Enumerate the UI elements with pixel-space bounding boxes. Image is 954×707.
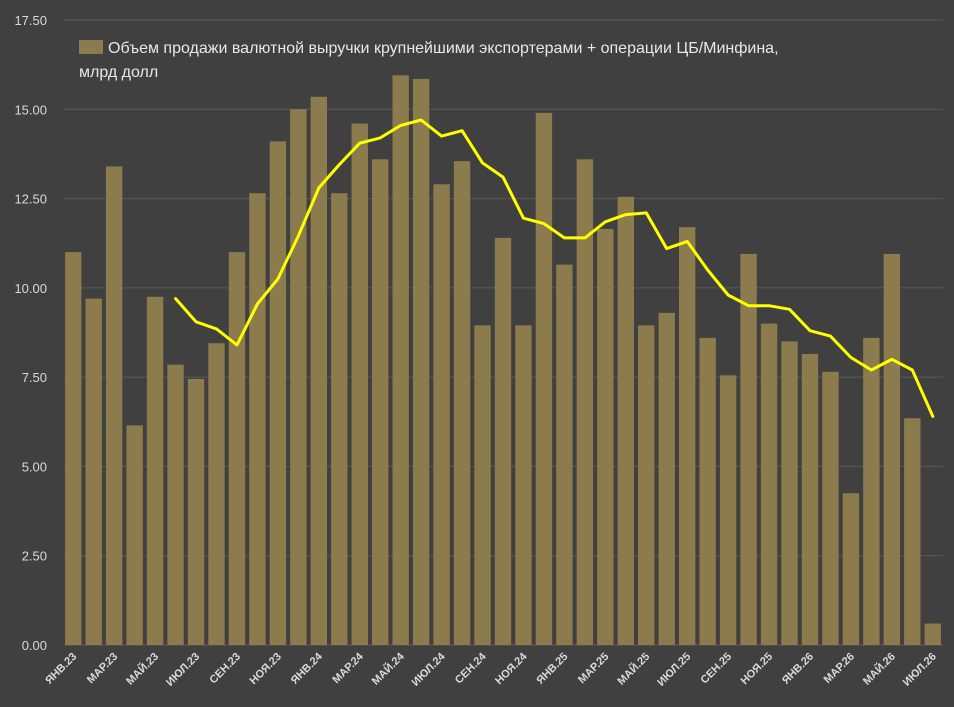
bar bbox=[331, 193, 348, 645]
moving-average-line bbox=[174, 118, 935, 418]
x-tick-label: МАР.26 bbox=[822, 651, 857, 686]
y-axis-ticks: 0.00 2.50 5.00 7.50 10.00 12.50 15.00 17.50 bbox=[14, 13, 47, 653]
bar bbox=[863, 337, 880, 645]
bar bbox=[228, 252, 246, 645]
legend-label-line2: млрд долл bbox=[79, 64, 158, 81]
x-tick-label: ИЮЛ.25 bbox=[655, 651, 693, 689]
bar bbox=[310, 96, 327, 646]
x-tick-label: ЯНВ.25 bbox=[534, 651, 570, 687]
y-tick-label: 12.50 bbox=[14, 192, 47, 207]
bar bbox=[126, 425, 143, 645]
y-tick-label: 17.50 bbox=[14, 13, 47, 28]
bar bbox=[249, 193, 266, 645]
x-tick-label: МАЙ.23 bbox=[124, 650, 162, 688]
bar bbox=[760, 323, 778, 645]
bar bbox=[535, 112, 553, 646]
x-tick-label: НОЯ.24 bbox=[493, 650, 530, 687]
x-tick-label: ИЮЛ.26 bbox=[901, 651, 939, 689]
y-tick-label: 2.50 bbox=[22, 549, 47, 564]
bar bbox=[924, 623, 941, 645]
bar bbox=[269, 141, 287, 645]
bar bbox=[290, 109, 307, 646]
bar bbox=[658, 312, 675, 645]
bar bbox=[597, 228, 614, 645]
legend-label-line1: Объем продажи валютной выручки крупнейши… bbox=[108, 40, 779, 57]
bar bbox=[719, 375, 737, 645]
bar bbox=[822, 371, 839, 645]
x-tick-label: ЯНВ.26 bbox=[780, 651, 816, 687]
bar bbox=[372, 159, 389, 646]
bar bbox=[904, 418, 921, 645]
x-tick-label: МАР.23 bbox=[85, 651, 120, 686]
bar bbox=[187, 378, 205, 645]
bar bbox=[146, 296, 164, 645]
x-tick-label: ИЮЛ.23 bbox=[164, 651, 202, 689]
bar bbox=[105, 166, 123, 645]
line-series bbox=[174, 118, 935, 418]
bar bbox=[453, 161, 471, 646]
bar bbox=[65, 252, 82, 645]
x-tick-label: МАЙ.26 bbox=[860, 650, 898, 688]
bar bbox=[781, 341, 798, 645]
x-tick-label: МАЙ.24 bbox=[369, 649, 407, 687]
bar bbox=[740, 253, 757, 645]
bar bbox=[842, 493, 860, 645]
bar bbox=[699, 337, 716, 645]
bar bbox=[85, 298, 102, 645]
x-tick-label: МАЙ.25 bbox=[615, 650, 653, 688]
bar bbox=[679, 227, 696, 645]
bar bbox=[412, 78, 430, 645]
y-tick-label: 0.00 bbox=[22, 638, 47, 653]
y-tick-label: 5.00 bbox=[22, 459, 47, 474]
x-tick-label: ЯНВ.23 bbox=[43, 651, 79, 687]
bar bbox=[638, 325, 655, 645]
x-tick-label: МАР.24 bbox=[330, 650, 366, 686]
bar bbox=[208, 343, 225, 645]
x-tick-label: МАР.25 bbox=[576, 651, 611, 686]
x-tick-label: ЯНВ.24 bbox=[289, 650, 326, 687]
legend-swatch bbox=[79, 40, 103, 54]
bar bbox=[883, 253, 901, 645]
bar bbox=[556, 264, 573, 645]
bar bbox=[617, 196, 634, 646]
legend: Объем продажи валютной выручки крупнейши… bbox=[79, 40, 779, 81]
bar bbox=[167, 364, 184, 645]
y-tick-label: 10.00 bbox=[14, 281, 47, 296]
bar bbox=[392, 75, 409, 646]
bar bbox=[576, 159, 594, 646]
x-tick-label: ИЮЛ.24 bbox=[410, 650, 449, 689]
bar-series bbox=[65, 75, 941, 646]
bar bbox=[351, 123, 368, 646]
bar bbox=[433, 184, 450, 646]
bar bbox=[494, 237, 512, 645]
x-axis-ticks: ЯНВ.23 МАР.23 МАЙ.23 ИЮЛ.23 СЕН.23 НОЯ.23 ЯНВ.… bbox=[43, 649, 939, 688]
x-tick-label: СЕН.23 bbox=[207, 651, 243, 687]
bar bbox=[801, 353, 819, 645]
y-tick-label: 15.00 bbox=[14, 102, 47, 117]
bar bbox=[474, 325, 491, 645]
x-tick-label: СЕН.24 bbox=[453, 650, 489, 686]
x-tick-label: СЕН.25 bbox=[699, 651, 735, 687]
x-tick-label: НОЯ.23 bbox=[248, 651, 284, 687]
bar bbox=[515, 325, 532, 645]
x-tick-label: НОЯ.25 bbox=[739, 651, 775, 687]
y-tick-label: 7.50 bbox=[22, 370, 47, 385]
